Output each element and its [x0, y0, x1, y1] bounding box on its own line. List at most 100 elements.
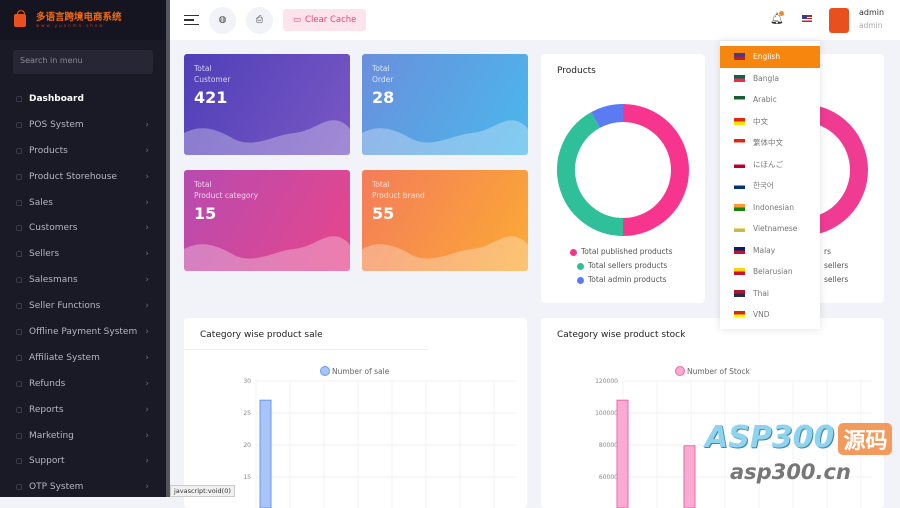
language-label: 中文 [753, 116, 768, 126]
clear-cache-label: Clear Cache [305, 15, 357, 25]
stat-card-product-category[interactable]: Total Product category 15 [184, 170, 350, 271]
stat-card-customer[interactable]: Total Customer 421 [184, 54, 350, 155]
home-icon: ▢ [16, 94, 23, 103]
donut-slice-0[interactable] [622, 104, 689, 236]
bar[interactable] [683, 445, 696, 508]
language-option-4[interactable]: 繁体中文 [720, 132, 820, 154]
legend-sellers[interactable]: Total sellers products [577, 261, 667, 271]
wave-decoration [184, 120, 350, 155]
chevron-right-icon: › [145, 145, 149, 156]
sale-chart-title: Category wise product sale [200, 330, 323, 340]
sidebar-item-support[interactable]: ▢ Support › [0, 448, 166, 474]
stat-card-order[interactable]: Total Order 28 [362, 54, 528, 155]
stat-label: Total Order [372, 64, 394, 84]
printer-icon[interactable]: ⎙ [246, 6, 273, 34]
products-card: Products Total published products Total … [541, 54, 705, 303]
sidebar-item-customers[interactable]: ▢ Customers › [0, 215, 166, 241]
sidebar-item-salesmans[interactable]: ▢ Salesmans › [0, 267, 166, 293]
sidebar-item-sellers[interactable]: ▢ Sellers › [0, 241, 166, 267]
legend-published[interactable]: Total published products [570, 247, 673, 257]
language-option-2[interactable]: Arabic [720, 89, 820, 111]
refund-icon: ▢ [16, 379, 23, 388]
legend-label: sellers [824, 275, 849, 284]
chevron-right-icon: › [145, 197, 149, 208]
divider [184, 349, 428, 350]
stock-bar-chart: Number of Stock 120000 100000 80000 60000 [595, 366, 873, 508]
bar[interactable] [616, 399, 629, 508]
shopping-bag-icon [14, 9, 26, 27]
flag-icon [734, 289, 745, 297]
clear-cache-button[interactable]: ▭ Clear Cache [283, 9, 367, 31]
stat-card-product-brand[interactable]: Total Product brand 55 [362, 170, 528, 271]
flag-icon [734, 160, 745, 168]
language-option-10[interactable]: Belarusian [720, 261, 820, 283]
sidebar-item-offline-payment-system[interactable]: ▢ Offline Payment System › [0, 319, 166, 345]
sidebar-item-otp-system[interactable]: ▢ OTP System › [0, 474, 166, 500]
avatar[interactable] [829, 8, 849, 33]
language-label: VND [753, 310, 770, 320]
sidebar-item-product-storehouse[interactable]: ▢ Product Storehouse › [0, 164, 166, 190]
sidebar-item-dashboard[interactable]: ▢ Dashboard [0, 86, 166, 112]
sidebar-item-label: Support [29, 456, 65, 467]
language-option-8[interactable]: Vietnamese [720, 218, 820, 240]
bar[interactable] [259, 399, 272, 508]
logo[interactable]: 多语言跨境电商系统 www.yuanma.show [0, 0, 166, 40]
language-option-7[interactable]: Indonesian [720, 197, 820, 219]
user-icon: ▢ [16, 302, 23, 311]
sidebar-item-seller-functions[interactable]: ▢ Seller Functions › [0, 293, 166, 319]
sidebar-item-label: Product Storehouse [29, 171, 117, 182]
language-option-3[interactable]: 中文 [720, 111, 820, 133]
watermark-text: ASP300 [705, 420, 835, 455]
megaphone-icon: ▢ [16, 431, 23, 440]
search-menu-input[interactable]: Search in menu [13, 50, 153, 74]
legend-admin[interactable]: Total admin products [577, 275, 667, 285]
language-option-9[interactable]: Malay [720, 240, 820, 262]
stat-value: 28 [372, 88, 395, 107]
language-option-11[interactable]: Thai [720, 283, 820, 305]
chevron-right-icon: › [145, 482, 149, 493]
flag-icon [734, 268, 745, 276]
watermark: ASP300 源码 asp300.cn [705, 420, 893, 484]
legend-swatch[interactable] [320, 366, 330, 376]
brand-sub: www.yuanma.show [36, 22, 105, 28]
language-option-6[interactable]: 한국어 [720, 175, 820, 197]
chevron-right-icon: › [145, 456, 149, 467]
sidebar-item-refunds[interactable]: ▢ Refunds › [0, 371, 166, 397]
chevron-right-icon: › [145, 378, 149, 389]
language-option-0[interactable]: English [720, 46, 820, 68]
user-name[interactable]: admin [859, 8, 885, 17]
y-tick-label: 60000 [599, 474, 618, 481]
legend-swatch[interactable] [675, 366, 685, 376]
sidebar-item-pos-system[interactable]: ▢ POS System › [0, 112, 166, 138]
chevron-right-icon: › [145, 119, 149, 130]
language-option-1[interactable]: Bangla [720, 68, 820, 90]
sidebar-item-label: Products [29, 145, 68, 156]
flag-icon [734, 117, 745, 125]
language-label: 한국어 [753, 181, 774, 191]
donut-slice-1[interactable] [557, 112, 624, 236]
language-option-5[interactable]: にほんご [720, 154, 820, 176]
donut-slice-2[interactable] [591, 104, 624, 129]
flag-icon [734, 96, 745, 104]
chevron-right-icon: › [145, 404, 149, 415]
language-flag-button[interactable] [802, 15, 812, 22]
language-option-12[interactable]: VND [720, 304, 820, 326]
sidebar-item-affiliate-system[interactable]: ▢ Affiliate System › [0, 345, 166, 371]
flag-icon [734, 182, 745, 190]
sidebar-item-sales[interactable]: ▢ Sales › [0, 190, 166, 216]
flag-icon [734, 74, 745, 82]
sidebar-item-marketing[interactable]: ▢ Marketing › [0, 423, 166, 449]
storehouse-icon: ▢ [16, 172, 23, 181]
sidebar-scrollbar[interactable] [166, 0, 170, 497]
payment-icon: ▢ [16, 327, 23, 336]
sidebar-item-reports[interactable]: ▢ Reports › [0, 397, 166, 423]
customers-icon: ▢ [16, 224, 23, 233]
user-role: admin [859, 21, 883, 30]
menu-toggle-icon[interactable] [184, 12, 199, 29]
chevron-right-icon: › [145, 301, 149, 312]
chevron-right-icon: › [145, 223, 149, 234]
brand-name: 多语言跨境电商系统 [36, 11, 122, 23]
globe-icon[interactable]: ◍ [209, 6, 236, 34]
chevron-right-icon: › [145, 171, 149, 182]
sidebar-item-products[interactable]: ▢ Products › [0, 138, 166, 164]
